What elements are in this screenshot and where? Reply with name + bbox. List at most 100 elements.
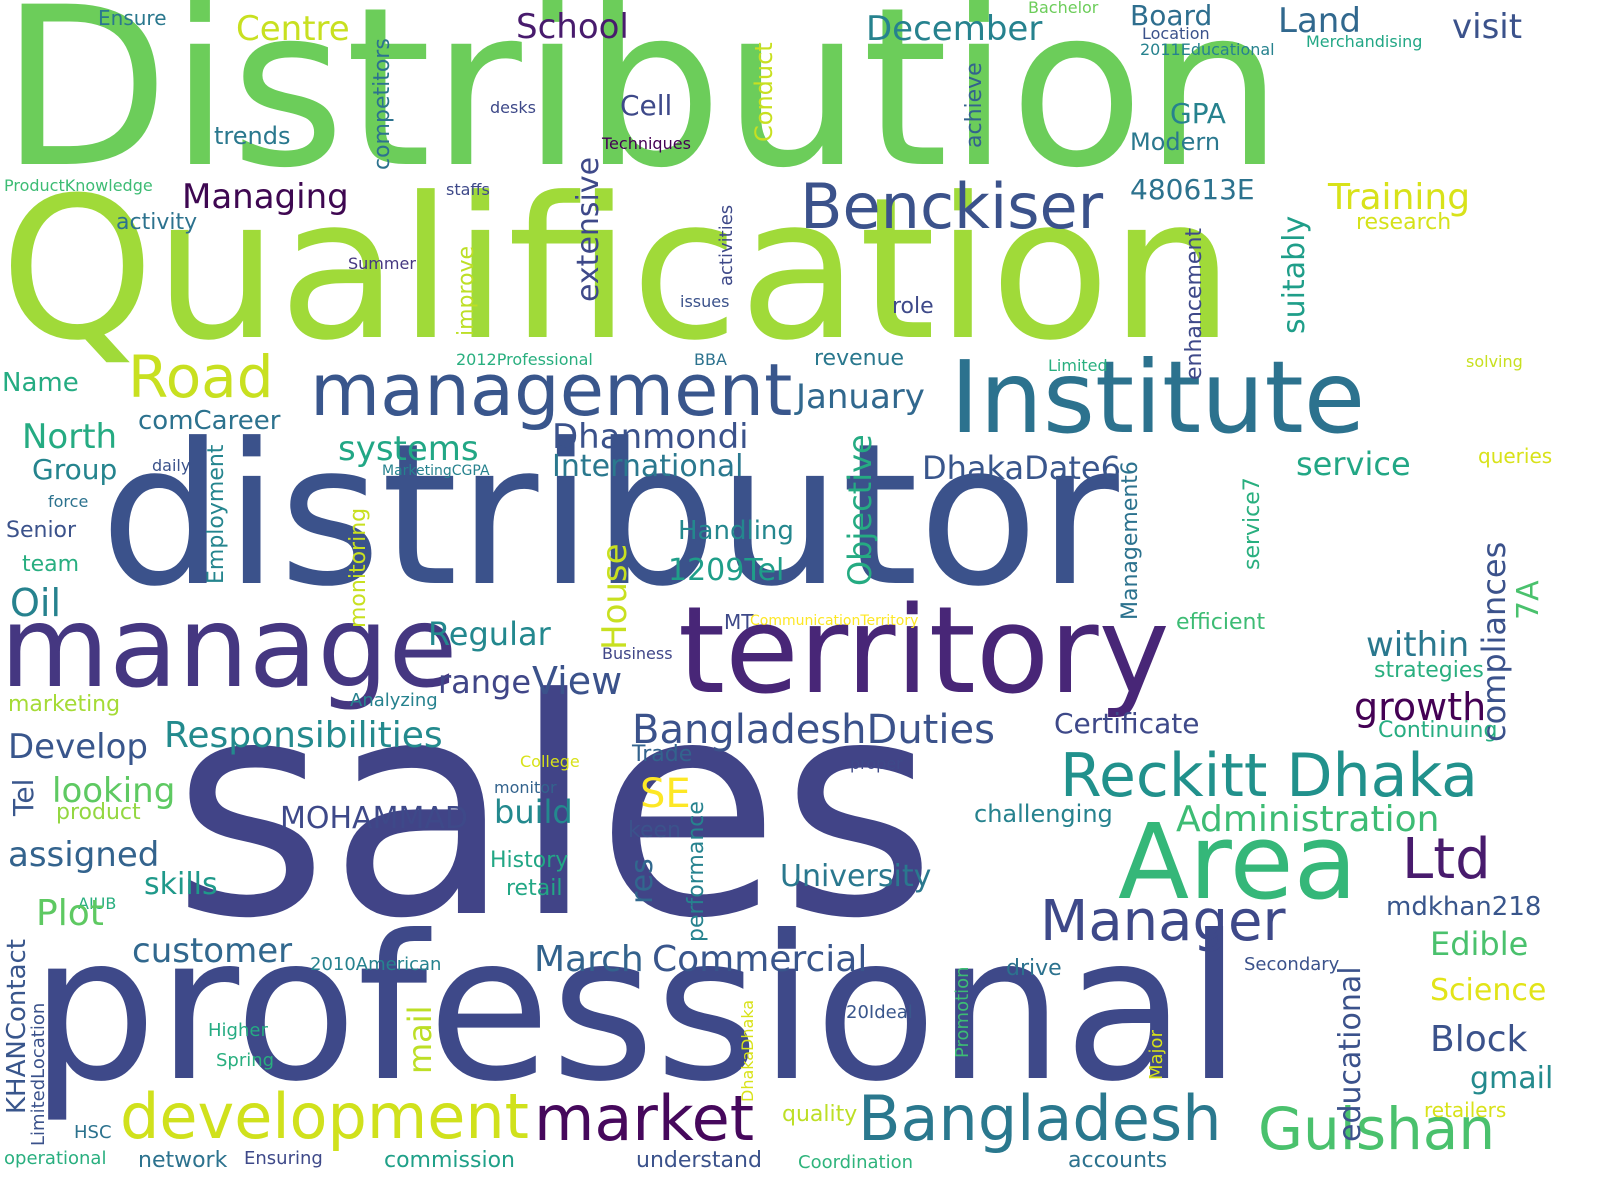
word-distribution: Distribution [0, 0, 1284, 216]
word-techniques: Techniques [602, 134, 691, 153]
word-road: Road [128, 343, 274, 411]
word-mdkhan218: mdkhan218 [1386, 892, 1542, 922]
word-limitedlocation: LimitedLocation [28, 1002, 49, 1146]
word-develop: Develop [8, 727, 148, 767]
word-house: House [595, 543, 635, 650]
word-force: force [48, 492, 89, 511]
word-assigned: assigned [8, 835, 160, 875]
word-extensive: extensive [571, 156, 606, 302]
word-activities: activities [716, 204, 737, 286]
word-science: Science [1430, 973, 1547, 1008]
word-certificate: Certificate [1054, 707, 1200, 740]
word-staffs: staffs [446, 180, 490, 199]
word-educational: educational [1333, 966, 1368, 1142]
word-analyzing: Analyzing [350, 690, 438, 711]
word-plot: Plot [36, 893, 104, 934]
word-march: March [534, 939, 644, 980]
word-operational: operational [4, 1148, 107, 1169]
word-2012professional: 2012Professional [456, 350, 593, 369]
word-7a: 7A [1511, 580, 1546, 620]
word-international: International [552, 449, 744, 484]
word-issues: issues [680, 292, 730, 311]
word-desks: desks [490, 98, 536, 117]
word-centre: Centre [236, 9, 350, 49]
word-se: SE [640, 771, 691, 817]
word-area: Area [1118, 801, 1358, 923]
word-development: development [120, 1080, 529, 1153]
word-trends: trends [214, 122, 291, 150]
word-monitor: monitor [494, 778, 557, 797]
word-limited: Limited [1048, 356, 1108, 375]
word-monitoring: monitoring [346, 507, 371, 628]
word-december: December [866, 9, 1043, 49]
word-mt: MT [724, 610, 754, 634]
word-merchandising: Merchandising [1306, 32, 1423, 51]
word-quality: quality [782, 1102, 858, 1127]
word-continuing: Continuing [1378, 718, 1498, 743]
word-managing: Managing [182, 177, 349, 217]
word-land: Land [1278, 1, 1361, 41]
word-major: Major [1146, 1030, 1167, 1080]
word-product: product [56, 800, 141, 825]
word-regular: Regular [428, 615, 551, 653]
word-skills: skills [144, 867, 218, 902]
word-market: market [534, 1082, 755, 1155]
word-business: Business [602, 644, 673, 663]
word-team: team [22, 552, 80, 577]
word-marketingcgpa: MarketingCGPA [382, 463, 490, 479]
word-comcareer: comCareer [138, 406, 281, 436]
word-productknowledge: ProductKnowledge [4, 176, 153, 195]
word-performance: performance [684, 801, 709, 942]
word-mohammad: MOHAMMAD [280, 801, 468, 836]
word-understand: understand [636, 1148, 762, 1173]
word-accounts: accounts [1068, 1148, 1168, 1173]
word-modern: Modern [1130, 128, 1221, 156]
word-school: School [516, 7, 629, 47]
word-gmail: gmail [1470, 1061, 1554, 1096]
word-management: management [310, 348, 793, 432]
word-dhakadhaka: DhakaDhaka [738, 999, 757, 1102]
word-block: Block [1430, 1019, 1528, 1060]
word-ensure: Ensure [98, 6, 167, 30]
word-summer: Summer [348, 254, 416, 273]
word-responsibilities: Responsibilities [164, 715, 443, 756]
word-history: History [490, 848, 569, 873]
word-territory: territory [678, 582, 1170, 721]
word-tel: Tel [7, 778, 40, 816]
word-institute: Institute [950, 339, 1366, 456]
word-north: North [22, 417, 118, 457]
word-dhakadate6: DhakaDate6 [922, 449, 1121, 487]
word-qualification: Qualification [0, 156, 1235, 384]
word-mail: mail [401, 1005, 439, 1074]
word-compliances: compliances [1475, 541, 1513, 742]
word-group: Group [32, 453, 118, 486]
word-within: within [1366, 625, 1470, 665]
word-daily: daily [152, 456, 191, 475]
word-aiub: AIUB [78, 894, 117, 913]
word-manage: manage [0, 583, 458, 713]
word-communicationterritory: CommunicationTerritory [750, 613, 919, 629]
word-revenue: revenue [814, 346, 905, 371]
word-bachelor: Bachelor [1028, 0, 1099, 17]
word-network: network [138, 1148, 228, 1173]
word-20ideal: 20Ideal [846, 1002, 913, 1023]
word-employment: Employment [204, 444, 229, 584]
word-proper: proper [850, 754, 903, 773]
word-res: res [625, 858, 660, 904]
word-commercial: Commercial [652, 939, 868, 980]
word-range: range [438, 663, 532, 701]
word-retail: retail [506, 876, 563, 901]
word-enhancement: enhancement [1182, 227, 1207, 380]
word-visit: visit [1452, 7, 1523, 47]
word-gpa: GPA [1170, 97, 1226, 130]
word-reckitt-dhaka: Reckitt Dhaka [1060, 741, 1478, 811]
word-university: University [780, 859, 932, 894]
word-distributor: distributor [100, 402, 1119, 630]
word-2010american: 2010American [310, 954, 442, 975]
word-growth: growth [1354, 685, 1487, 729]
word-bba: BBA [694, 350, 727, 369]
word-bangladeshduties: BangladeshDuties [632, 707, 995, 753]
word-board: Board [1130, 0, 1213, 32]
word-senior: Senior [6, 518, 77, 543]
